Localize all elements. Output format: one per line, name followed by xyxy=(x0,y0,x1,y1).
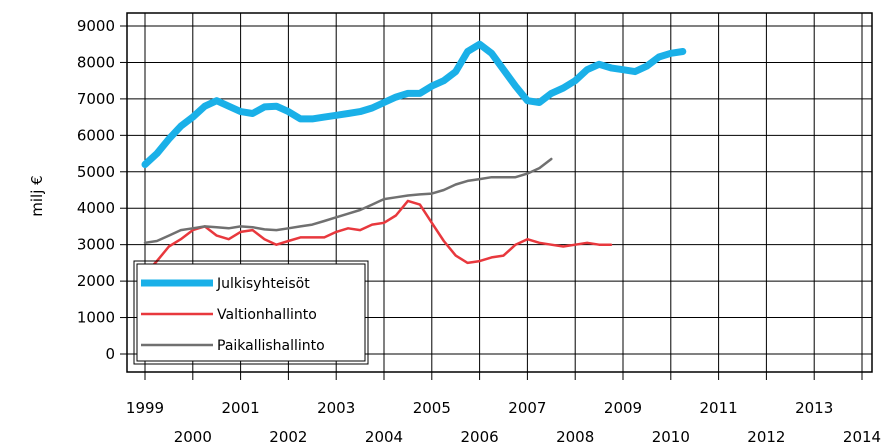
x-tick-label: 2005 xyxy=(413,399,451,417)
legend-label: Paikallishallinto xyxy=(217,338,325,354)
y-tick-label: 6000 xyxy=(77,126,115,144)
y-tick-label: 5000 xyxy=(77,163,115,181)
legend: Julkisyhteisöt Valtionhallinto Paikallisha… xyxy=(133,260,369,365)
y-tick-label: 8000 xyxy=(77,53,115,71)
x-tick-label: 2011 xyxy=(700,399,738,417)
y-tick-label: 9000 xyxy=(77,17,115,35)
y-tick-label: 3000 xyxy=(77,236,115,254)
y-tick-label: 4000 xyxy=(77,199,115,217)
legend-label: Valtionhallinto xyxy=(217,307,317,323)
y-tick-label: 2000 xyxy=(77,272,115,290)
y-tick-label: 0 xyxy=(105,345,115,363)
x-tick-label: 2009 xyxy=(604,399,642,417)
y-tick-label: 7000 xyxy=(77,90,115,108)
x-tick-label: 2013 xyxy=(795,399,833,417)
x-tick-label: 1999 xyxy=(126,399,164,417)
x-axis-ticks: 1999 2000 2001 2002 2003 2004 2005 2006 2007 2008… xyxy=(126,372,881,446)
series-lines xyxy=(141,40,687,276)
x-tick-label: 2000 xyxy=(174,428,212,446)
series-line xyxy=(143,199,613,276)
legend-border xyxy=(133,260,369,365)
series-line xyxy=(141,40,687,168)
x-tick-label: 2004 xyxy=(365,428,403,446)
y-axis-label: milj € xyxy=(28,175,46,216)
y-axis-ticks: 0 1000 2000 3000 4000 5000 6000 7000 8000 9000 xyxy=(77,17,127,363)
series-line xyxy=(143,157,553,245)
x-tick-label: 2007 xyxy=(508,399,546,417)
x-tick-label: 2008 xyxy=(556,428,594,446)
x-tick-label: 2006 xyxy=(461,428,499,446)
legend-label: Julkisyhteisöt xyxy=(216,276,310,292)
x-tick-label: 2002 xyxy=(269,428,307,446)
x-tick-label: 2014 xyxy=(843,428,881,446)
x-tick-label: 2001 xyxy=(222,399,260,417)
x-tick-label: 2003 xyxy=(317,399,355,417)
y-tick-label: 1000 xyxy=(77,309,115,327)
x-tick-label: 2010 xyxy=(652,428,690,446)
plot-frame xyxy=(126,12,873,373)
x-tick-label: 2012 xyxy=(747,428,785,446)
